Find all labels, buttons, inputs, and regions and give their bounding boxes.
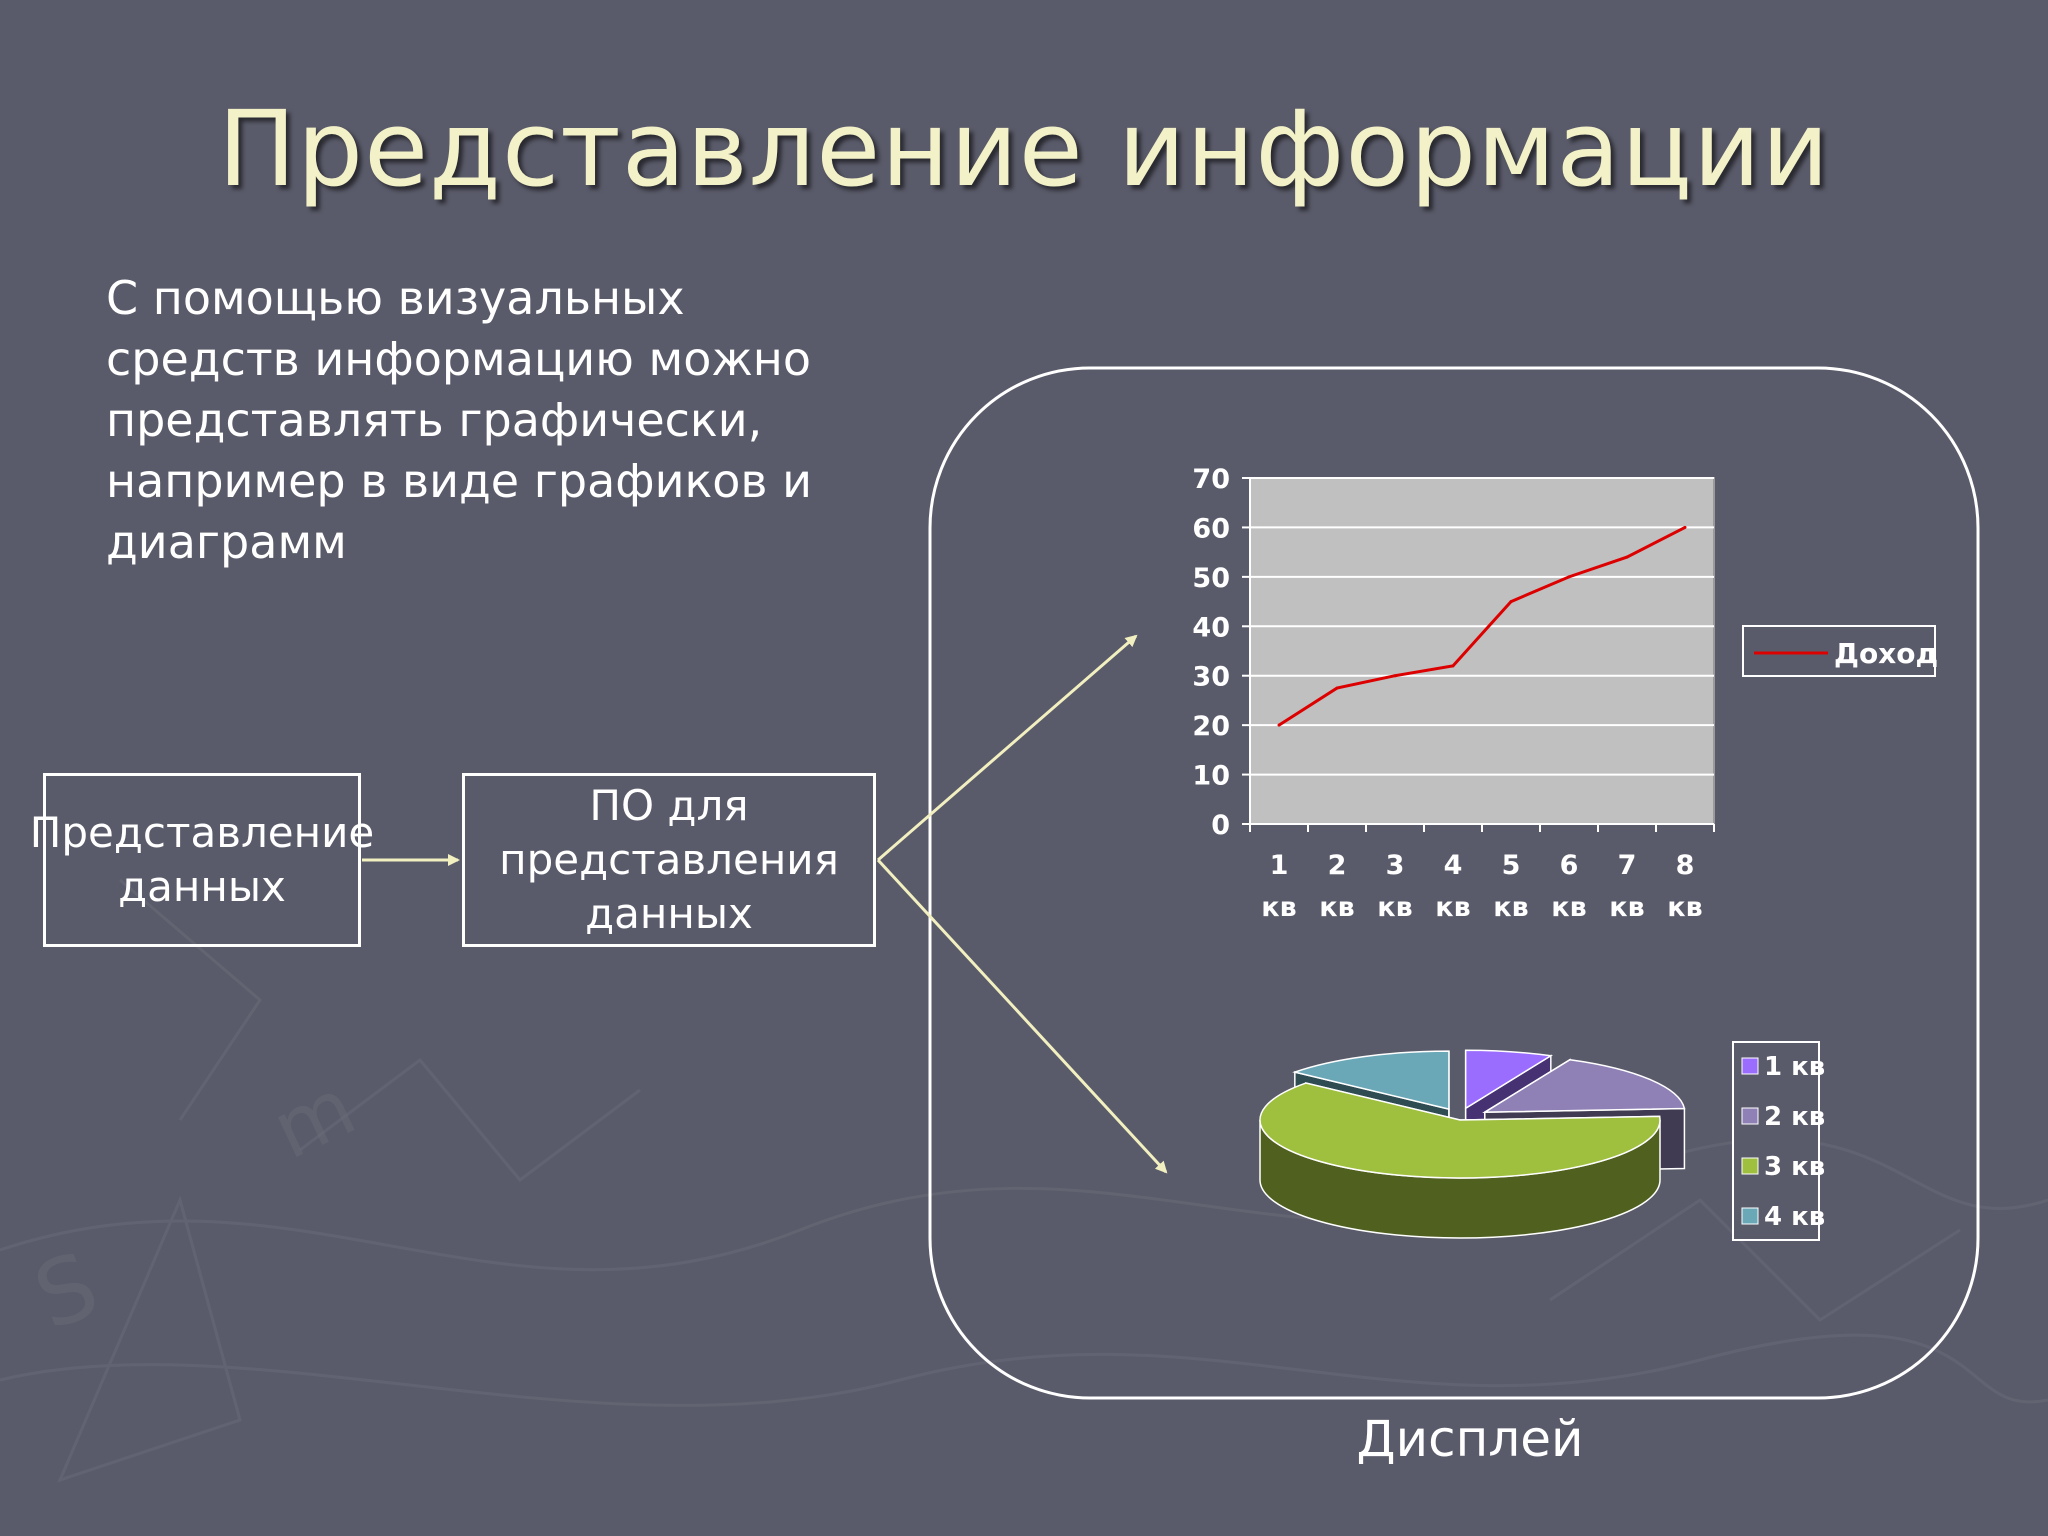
data-point [1567,575,1571,579]
pie-legend-swatch [1741,1107,1759,1125]
pie-legend-label: 3 кв [1764,1152,1825,1182]
data-representation-label: Представление данных [29,808,375,911]
arrow-software-to-line-chart [877,634,1138,862]
x-tick-label: 5 кв [1493,850,1528,923]
arrow-software-to-pie-chart [876,858,1168,1174]
series-line-income [1278,526,1686,727]
x-tick-label: 3 кв [1377,850,1412,923]
pie-slice-top-face [1259,1082,1661,1179]
pie-slice-top-face [1464,1049,1554,1110]
data-point [1277,723,1281,727]
data-point [1451,664,1455,668]
x-tick-label-number: 3 [1386,850,1405,881]
data-representation-box: Представление данных [30,773,374,947]
x-tick-label-number: 6 [1560,850,1579,881]
line-chart-legend [1742,625,1936,677]
x-tick-label-unit: кв [1377,892,1412,923]
x-tick-label-number: 1 [1270,850,1289,881]
pie-slice-3 [1259,1082,1661,1239]
x-tick-label-unit: кв [1609,892,1644,923]
pie-slice-top-face [1482,1058,1686,1113]
y-tick-label: 10 [1192,761,1230,792]
y-tick-label: 70 [1192,464,1230,495]
x-tick-label-unit: кв [1319,892,1354,923]
pie-legend-swatch [1741,1207,1759,1225]
x-tick-label-number: 7 [1618,850,1637,881]
pie-slice-top-face [1292,1050,1450,1111]
display-screen-outline [928,366,1980,1400]
y-tick-label: 30 [1192,662,1230,693]
x-tick-label-number: 8 [1676,850,1695,881]
legend-series-label: Доход [1834,637,1938,670]
software-box: ПО для представления данных [462,773,876,947]
pie-legend-label: 2 кв [1764,1102,1825,1132]
display-label: Дисплей [1356,1410,1584,1468]
pie-legend-label: 1 кв [1764,1052,1825,1082]
x-tick-label-unit: кв [1667,892,1702,923]
pie-chart-legend [1732,1041,1820,1241]
x-tick-label: 1 кв [1261,850,1296,923]
x-tick-label-unit: кв [1551,892,1586,923]
data-point [1509,600,1513,604]
data-point [1625,555,1629,559]
x-tick-label: 4 кв [1435,850,1470,923]
x-tick-label-unit: кв [1493,892,1528,923]
y-tick-label: 60 [1192,513,1230,544]
x-tick-label-number: 5 [1502,850,1521,881]
y-tick-label: 40 [1192,612,1230,643]
line-chart-plot-area [1249,477,1715,825]
x-tick-label: 2 кв [1319,850,1354,923]
x-tick-label: 7 кв [1609,850,1644,923]
x-tick-label-number: 2 [1328,850,1347,881]
x-tick-label-unit: кв [1435,892,1470,923]
pie-legend-swatch [1741,1057,1759,1075]
x-tick-label-unit: кв [1261,892,1296,923]
data-point [1393,674,1397,678]
body-text: С помощью визуальных средств информацию … [106,271,813,569]
data-point [1335,686,1339,690]
y-tick-label: 0 [1211,810,1230,841]
x-tick-label: 8 кв [1667,850,1702,923]
slide-title: Представление информации [217,88,1831,210]
pie-legend-swatch [1741,1157,1759,1175]
software-label: ПО для представления данных [499,781,839,938]
data-point [1683,525,1687,529]
y-tick-label: 50 [1192,563,1230,594]
pie-legend-label: 4 кв [1764,1202,1825,1232]
x-tick-label: 6 кв [1551,850,1586,923]
y-tick-label: 20 [1192,711,1230,742]
x-tick-label-number: 4 [1444,850,1463,881]
